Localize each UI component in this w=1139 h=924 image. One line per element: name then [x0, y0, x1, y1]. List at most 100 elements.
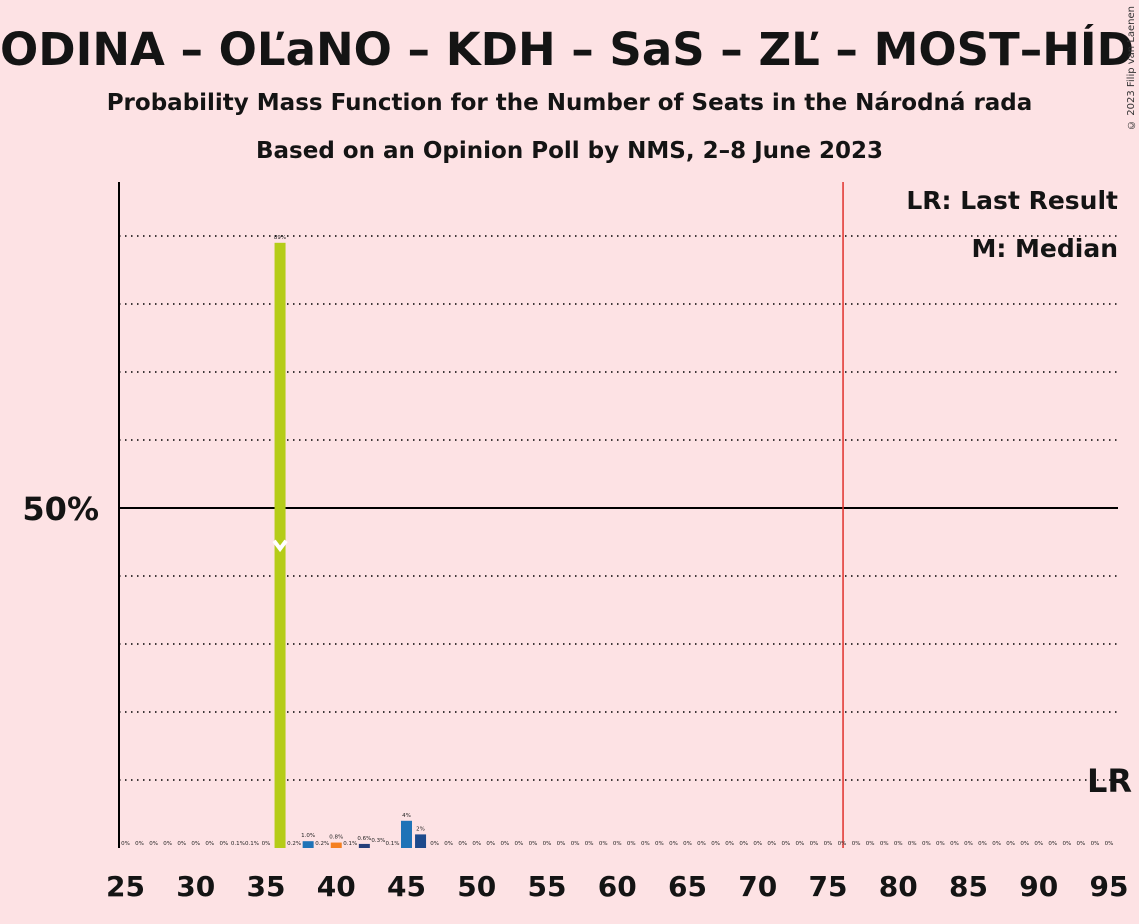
bar-label-73: 0%: [796, 841, 805, 847]
bar-label-27: 0%: [149, 841, 158, 847]
bar-label-50: 0%: [472, 841, 481, 847]
bar-label-32: 0%: [219, 841, 228, 847]
bar-label-36: 89%: [274, 235, 286, 241]
bar-label-87: 0%: [992, 841, 1001, 847]
bar-label-26: 0%: [135, 841, 144, 847]
bar-label-29: 0%: [177, 841, 186, 847]
bar-label-94: 0%: [1091, 841, 1100, 847]
x-tick-label-80: 80: [879, 870, 918, 903]
chart-title: ODINA – OĽaNO – KDH – SaS – ZĽ – MOST–HÍ…: [0, 24, 1139, 76]
bar-label-25: 0%: [121, 841, 130, 847]
bar-label-77: 0%: [852, 841, 861, 847]
bar-label-43: 0.3%: [371, 838, 385, 844]
bar-label-61: 0%: [627, 841, 636, 847]
bar-label-31: 0%: [205, 841, 214, 847]
x-tick-label-40: 40: [317, 870, 356, 903]
bar-label-70: 0%: [753, 841, 762, 847]
bar-label-89: 0%: [1020, 841, 1029, 847]
bar-label-91: 0%: [1048, 841, 1057, 847]
bar-label-33: 0.1%: [231, 841, 245, 847]
bar-label-28: 0%: [163, 841, 172, 847]
legend-median: M: Median: [971, 234, 1118, 263]
bar-label-48: 0%: [444, 841, 453, 847]
bar-label-66: 0%: [697, 841, 706, 847]
bar-label-60: 0%: [613, 841, 622, 847]
bar-label-39: 0.2%: [315, 841, 329, 847]
bar-label-41: 0.1%: [343, 841, 357, 847]
bar-label-34: 0.1%: [245, 841, 259, 847]
bar-45: [401, 820, 412, 848]
y-tick-label: 50%: [22, 490, 99, 528]
bar-label-85: 0%: [964, 841, 973, 847]
bar-label-86: 0%: [978, 841, 987, 847]
x-tick-label-75: 75: [809, 870, 848, 903]
bar-38: [302, 841, 314, 848]
legend-last-result: LR: Last Result: [906, 186, 1118, 215]
bar-label-90: 0%: [1034, 841, 1043, 847]
bar-label-38: 1.0%: [301, 833, 315, 839]
bar-label-46: 2%: [416, 826, 425, 832]
bar-label-71: 0%: [767, 841, 776, 847]
last-result-marker: LR: [1087, 762, 1132, 800]
bar-label-35: 0%: [262, 841, 271, 847]
x-tick-label-70: 70: [738, 870, 777, 903]
bar-label-93: 0%: [1077, 841, 1086, 847]
bar-label-64: 0%: [669, 841, 678, 847]
bar-label-63: 0%: [655, 841, 664, 847]
bar-label-74: 0%: [810, 841, 819, 847]
bar-42: [358, 843, 370, 848]
x-tick-label-30: 30: [176, 870, 215, 903]
x-tick-label-50: 50: [457, 870, 496, 903]
bar-40: [330, 842, 342, 848]
bar-label-47: 0%: [430, 841, 439, 847]
bar-label-62: 0%: [641, 841, 650, 847]
bar-label-67: 0%: [711, 841, 720, 847]
bar-label-44: 0.1%: [385, 841, 399, 847]
bar-label-88: 0%: [1006, 841, 1015, 847]
bar-label-53: 0%: [515, 841, 524, 847]
bar-label-84: 0%: [950, 841, 959, 847]
bar-label-81: 0%: [908, 841, 917, 847]
bar-label-45: 4%: [402, 813, 411, 819]
bar-label-56: 0%: [557, 841, 566, 847]
chart-subtitle: Probability Mass Function for the Number…: [106, 90, 1033, 116]
bar-label-55: 0%: [543, 841, 552, 847]
x-tick-label-55: 55: [528, 870, 567, 903]
bar-label-68: 0%: [725, 841, 734, 847]
bar-label-78: 0%: [866, 841, 875, 847]
bar-label-42: 0.6%: [357, 836, 371, 842]
x-tick-label-35: 35: [247, 870, 286, 903]
x-tick-label-65: 65: [668, 870, 707, 903]
bar-label-65: 0%: [683, 841, 692, 847]
bar-label-80: 0%: [894, 841, 903, 847]
bar-label-52: 0%: [500, 841, 509, 847]
bar-label-83: 0%: [936, 841, 945, 847]
bar-label-49: 0%: [458, 841, 467, 847]
bar-label-69: 0%: [739, 841, 748, 847]
x-tick-label-90: 90: [1019, 870, 1058, 903]
bar-46: [415, 834, 427, 848]
bar-label-82: 0%: [922, 841, 931, 847]
bar-label-95: 0%: [1105, 841, 1114, 847]
bar-label-92: 0%: [1062, 841, 1071, 847]
bar-label-59: 0%: [599, 841, 608, 847]
x-tick-label-25: 25: [106, 870, 145, 903]
bar-label-30: 0%: [191, 841, 200, 847]
bar-label-37: 0.2%: [287, 841, 301, 847]
bar-label-75: 0%: [824, 841, 833, 847]
chart-subtitle-poll: Based on an Opinion Poll by NMS, 2–8 Jun…: [255, 138, 884, 164]
bar-label-72: 0%: [781, 841, 790, 847]
bar-label-51: 0%: [486, 841, 495, 847]
median-marker: [272, 539, 288, 553]
x-tick-label-85: 85: [949, 870, 988, 903]
bar-label-57: 0%: [571, 841, 580, 847]
bar-label-79: 0%: [880, 841, 889, 847]
x-tick-label-95: 95: [1090, 870, 1129, 903]
bar-label-58: 0%: [585, 841, 594, 847]
x-tick-label-60: 60: [598, 870, 637, 903]
x-tick-label-45: 45: [387, 870, 426, 903]
bar-label-76: 0%: [838, 841, 847, 847]
bar-36: [274, 242, 286, 849]
bar-label-54: 0%: [529, 841, 538, 847]
